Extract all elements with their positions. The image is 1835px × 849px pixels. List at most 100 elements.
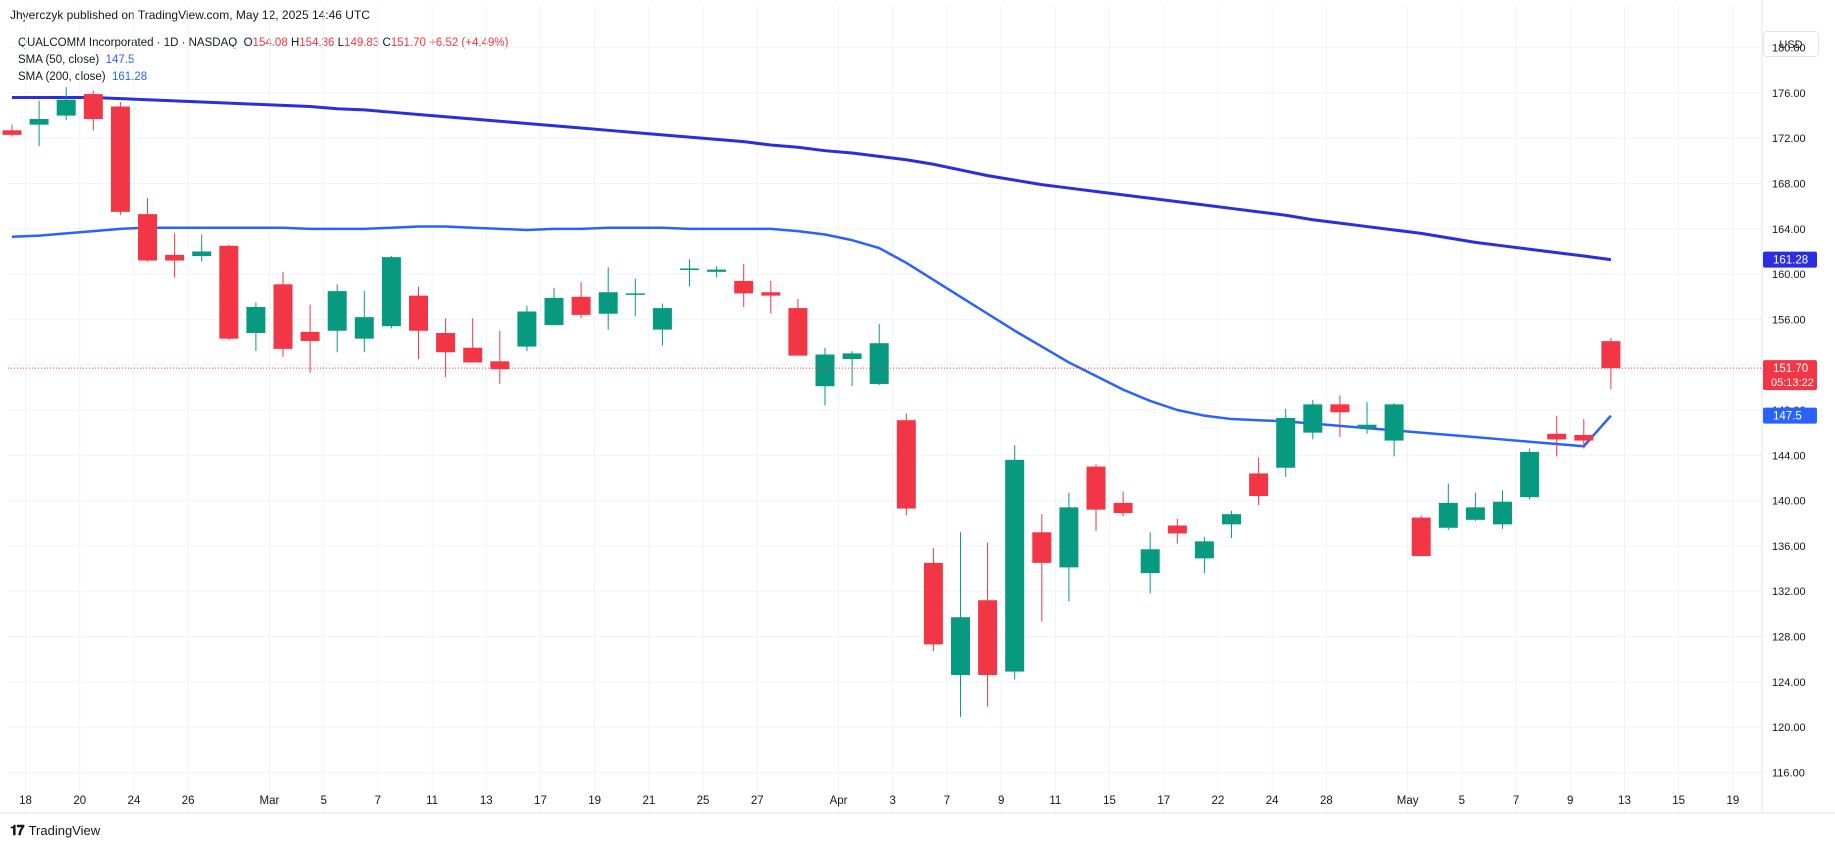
- y-tick-label: 160.00: [1772, 269, 1806, 281]
- candle-body: [1330, 404, 1350, 413]
- candle-body: [951, 617, 970, 675]
- candle-body: [1059, 507, 1079, 568]
- x-tick-label: 28: [1320, 795, 1333, 807]
- x-tick-label: 5: [320, 795, 326, 807]
- change-value: +6.52 (+4.49%): [429, 37, 509, 49]
- y-tick-label: 144.00: [1772, 450, 1806, 462]
- candle-body: [246, 306, 266, 333]
- candle: [896, 413, 916, 516]
- x-tick-label: 24: [1266, 795, 1279, 807]
- sma50-row[interactable]: SMA (50, close) 147.5: [18, 52, 508, 69]
- candle: [138, 198, 157, 262]
- y-tick-label: 172.00: [1772, 133, 1806, 145]
- candle: [1194, 536, 1214, 574]
- x-tick-label: 21: [642, 795, 655, 807]
- candle: [354, 291, 374, 353]
- sma50-label: SMA (50, close): [18, 54, 100, 66]
- candle-body: [110, 106, 130, 212]
- candle-body: [354, 317, 374, 339]
- y-tick-label: 140.00: [1772, 496, 1806, 508]
- x-tick-label: 25: [697, 795, 710, 807]
- candle: [1113, 491, 1133, 517]
- candle-body: [327, 291, 347, 331]
- candle-body: [29, 118, 49, 125]
- candle: [1059, 492, 1079, 602]
- candle-body: [869, 343, 889, 384]
- price-axis: 116.00 120.00 124.00 128.00 132.00 136.00 140.…: [1761, 0, 1817, 813]
- x-tick-label: Mar: [260, 795, 280, 807]
- candle: [842, 351, 862, 387]
- x-tick-label: 11: [1049, 795, 1061, 807]
- y-tick-label: 176.00: [1772, 88, 1806, 100]
- candle: [1032, 514, 1052, 622]
- currency-button[interactable]: USD: [1763, 31, 1819, 57]
- candle: [490, 330, 510, 384]
- candle: [625, 278, 645, 317]
- candle-body: [707, 269, 727, 272]
- candle: [1140, 532, 1160, 594]
- candle-body: [1140, 549, 1160, 574]
- candle: [1520, 448, 1540, 500]
- candle-body: [2, 130, 22, 135]
- x-tick-label: 20: [73, 795, 86, 807]
- candle: [56, 87, 76, 121]
- candle-body: [923, 562, 943, 645]
- candle: [1384, 403, 1404, 457]
- candle: [951, 532, 970, 717]
- x-tick-label: 7: [944, 795, 950, 807]
- candle: [707, 266, 727, 278]
- candle: [1330, 395, 1350, 438]
- x-tick-label: 7: [1513, 795, 1519, 807]
- x-tick-label: 15: [1103, 795, 1116, 807]
- candle-body: [1249, 473, 1269, 497]
- candle: [110, 102, 130, 216]
- candle: [327, 284, 347, 353]
- chart-grid: [8, 5, 1762, 813]
- candle: [1303, 399, 1323, 440]
- candle: [680, 259, 699, 287]
- candle-body: [273, 284, 293, 349]
- candle-series: [2, 87, 1621, 717]
- candle-body: [1167, 525, 1187, 534]
- candle: [219, 244, 239, 340]
- x-tick-label: May: [1397, 795, 1419, 807]
- candle-body: [652, 308, 672, 330]
- candle: [1167, 518, 1187, 544]
- open-value: 154.08: [252, 37, 288, 49]
- candle-body: [896, 420, 916, 509]
- x-tick-label: 13: [480, 795, 493, 807]
- close-value: 151.70: [390, 37, 426, 49]
- sma200-line: [12, 95, 1612, 262]
- symbol-row: QUALCOMM Incorporated · 1D · NASDAQ O154…: [18, 35, 508, 52]
- candle-body: [544, 297, 564, 326]
- sma200-row[interactable]: SMA (200, close) 161.28: [18, 69, 508, 86]
- symbol-title[interactable]: QUALCOMM Incorporated · 1D · NASDAQ: [18, 37, 238, 49]
- candle-body: [625, 293, 645, 295]
- y-tick-label: 132.00: [1772, 586, 1806, 598]
- candle-body: [1276, 417, 1296, 468]
- y-tick-label: 152.00: [1772, 360, 1806, 372]
- candle-body: [1520, 451, 1540, 498]
- candle-body: [517, 311, 537, 347]
- candle: [165, 233, 185, 278]
- candle-body: [788, 308, 808, 356]
- sma50-value: 147.5: [105, 54, 135, 66]
- candle-body: [381, 257, 401, 327]
- candle: [598, 267, 618, 330]
- candle-body: [1574, 434, 1594, 441]
- y-tick-label: 148.00: [1772, 405, 1806, 417]
- candle: [1411, 515, 1431, 557]
- candle: [815, 347, 835, 406]
- candle-body: [1303, 404, 1323, 433]
- x-tick-label: 24: [128, 795, 141, 807]
- candle-body: [165, 254, 185, 261]
- x-tick-label: 18: [19, 795, 32, 807]
- open-label: O: [243, 37, 253, 49]
- candle: [788, 299, 808, 356]
- footer-brand-label: TradingView: [28, 823, 101, 838]
- candle: [1086, 464, 1106, 532]
- candle-body: [1005, 459, 1025, 672]
- sma50-price-label-bg: [1763, 407, 1817, 424]
- last-price-label: 151.70: [1773, 363, 1808, 375]
